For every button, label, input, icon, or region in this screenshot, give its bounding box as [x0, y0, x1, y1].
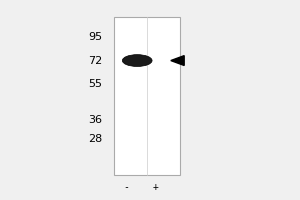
- Text: 95: 95: [88, 32, 102, 42]
- Text: -: -: [123, 182, 129, 192]
- Text: 36: 36: [88, 115, 102, 125]
- Ellipse shape: [122, 55, 152, 66]
- Text: 55: 55: [88, 79, 102, 89]
- Text: 28: 28: [88, 134, 102, 144]
- Bar: [114, 17, 180, 175]
- Text: +: +: [153, 182, 159, 192]
- Text: 72: 72: [88, 56, 102, 66]
- Polygon shape: [171, 56, 184, 65]
